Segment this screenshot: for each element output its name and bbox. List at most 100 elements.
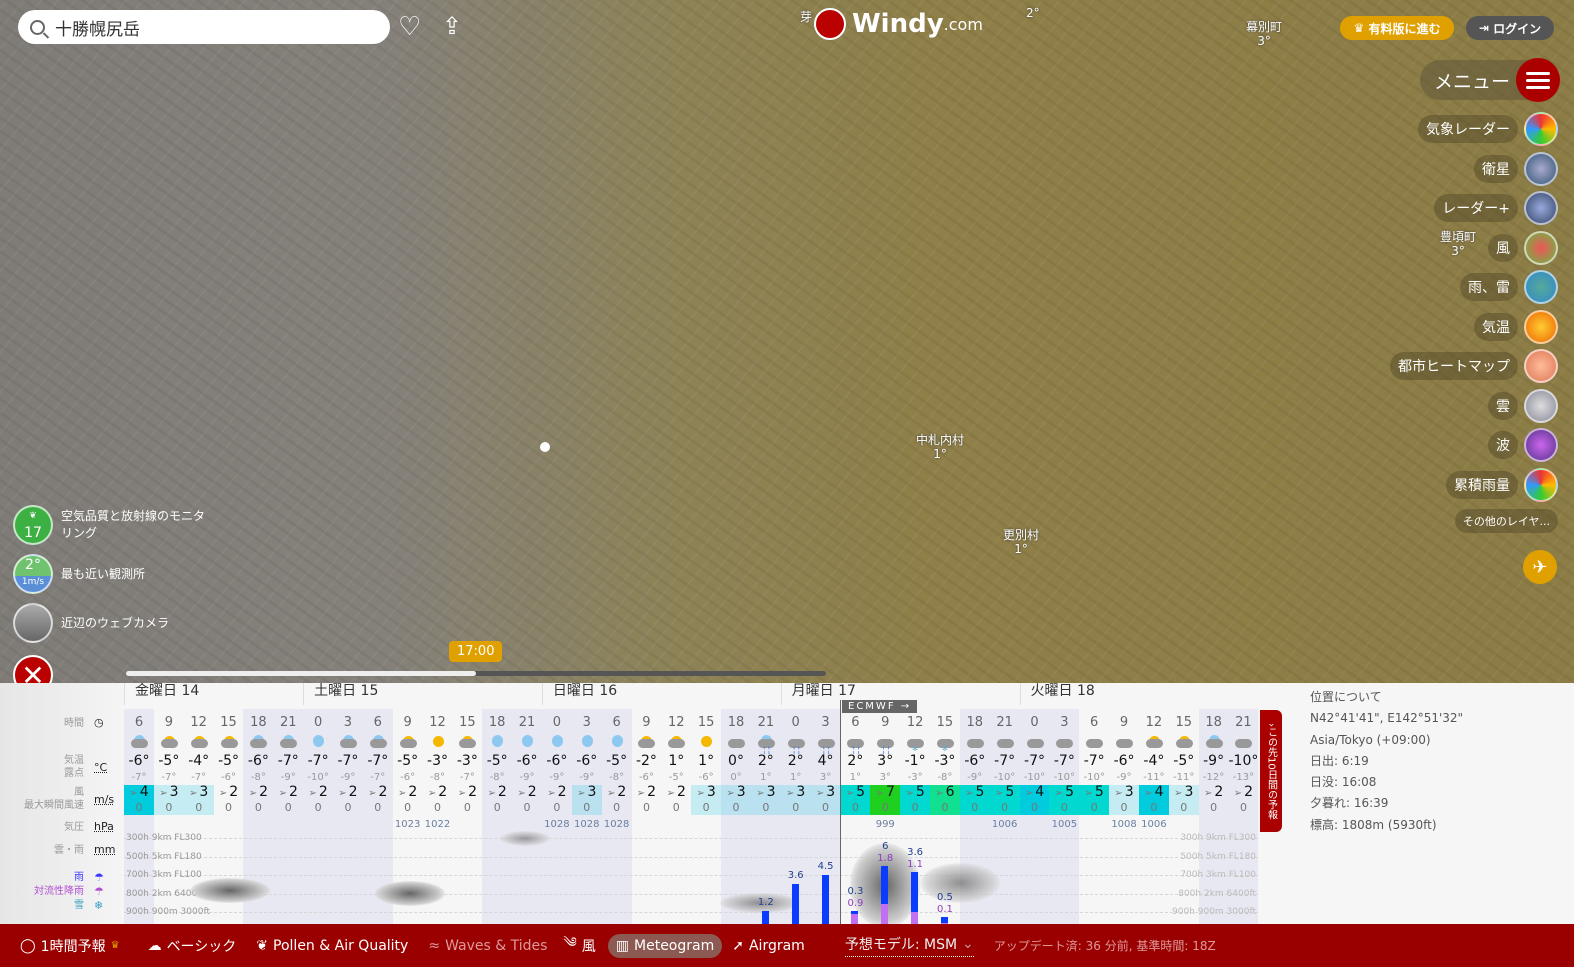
sun-cloud-icon (1175, 734, 1193, 750)
temperature: 4° (817, 753, 834, 769)
share-icon[interactable]: ⇪ (442, 12, 463, 40)
hour-label: 21 (757, 715, 775, 730)
layer-item[interactable]: その他のレイヤ... (1454, 505, 1558, 537)
layer-item[interactable]: 波 (1488, 428, 1558, 462)
layer-item[interactable]: 雲 (1488, 388, 1558, 423)
precip-convective-label: 0.9 (847, 897, 864, 909)
temperature: -4° (188, 753, 210, 769)
wind-arrow-icon: ➢ (994, 788, 1004, 799)
layer-item[interactable]: 風 (1488, 230, 1558, 265)
layer-item[interactable]: 都市ヒートマップ (1390, 349, 1558, 383)
rain-unit-toggle[interactable]: mm (94, 843, 116, 856)
toggle-icon: ◯ (20, 937, 36, 954)
wind-arrow-icon: ➢ (129, 788, 138, 799)
dew-point: -9° (519, 772, 535, 783)
pressure-unit-toggle[interactable]: hPa (94, 820, 114, 833)
dew-point: -6° (638, 772, 654, 783)
cloud-icon (1055, 734, 1074, 750)
layer-icon (1524, 349, 1558, 383)
login-button[interactable]: ⇥ ログイン (1466, 16, 1554, 40)
forecast-column: 21 -10° -13° ➢ 2 0 (1228, 709, 1259, 924)
air-quality-widget[interactable]: ❦ 17 空気品質と放射線のモニタリング (13, 505, 213, 545)
windy-logo[interactable]: Windy .com (814, 8, 983, 40)
layer-icon (1524, 428, 1558, 462)
airplane-icon[interactable]: ✈ (1523, 550, 1557, 584)
wind-arrow-icon: ➢ (1024, 788, 1034, 799)
moon-cloud-icon (249, 734, 268, 750)
pressure-value: 1005 (1051, 819, 1078, 830)
wind-gust: 0 (284, 801, 292, 814)
layer-item[interactable]: 累積雨量 (1446, 467, 1558, 502)
wind-cell: ➢ 2 0 (273, 785, 303, 815)
pollen-button[interactable]: ❦ Pollen & Air Quality (256, 937, 409, 954)
model-select[interactable]: 予想モデル: MSM ⌄ (844, 934, 974, 957)
cloud-icon (1026, 734, 1044, 750)
model-switch-badge[interactable]: ECMWF → (842, 700, 918, 713)
station-widget[interactable]: 2° 1m/s 最も近い観測所 (13, 554, 213, 594)
temperature: -5° (606, 753, 628, 769)
temperature: -5° (1173, 753, 1195, 769)
sun-cloud-icon (637, 734, 656, 750)
location-marker[interactable] (540, 442, 550, 452)
dew-point: 0° (730, 772, 742, 783)
wind-gust: 0 (1031, 801, 1038, 814)
search-input[interactable]: 十勝幌尻岳 (18, 10, 390, 44)
convective-icon: ☂ (94, 885, 104, 898)
airgram-icon: ➚ (732, 937, 744, 954)
menu-button[interactable]: メニュー (1420, 58, 1560, 102)
layer-item[interactable]: 気象レーダー (1418, 112, 1558, 146)
wind-speed: 3 (736, 784, 746, 800)
location-info: 位置について N42°41'41", E142°51'32" Asia/Toky… (1310, 687, 1463, 836)
forecast-column: 18 0° 0° ➢ 3 0 (721, 709, 751, 924)
waves-button[interactable]: ≈ Waves & Tides (428, 937, 548, 954)
webcam-widget[interactable]: 近辺のウェブカメラ (13, 603, 213, 643)
timeline-time[interactable]: 17:00 (449, 641, 503, 662)
layer-icon (1524, 230, 1558, 265)
wind-cell: ➢ 2 0 (393, 785, 423, 815)
layer-item[interactable]: 衛星 (1474, 151, 1558, 186)
hour-label: 3 (821, 715, 830, 730)
basic-button[interactable]: ☁ ベーシック (147, 937, 237, 955)
airgram-button[interactable]: ➚ Airgram (732, 937, 805, 954)
temperature: 3° (877, 753, 894, 769)
timeline-slider[interactable] (126, 671, 826, 676)
next-10-days-tab[interactable]: › この先10日間の予報 (1260, 710, 1282, 832)
temperature: -6° (128, 753, 150, 769)
wind-speed: 2 (647, 784, 657, 800)
heart-icon[interactable]: ♡ (398, 12, 422, 42)
chevron-down-icon: ⌄ (962, 936, 974, 952)
wind-speed: 3 (766, 784, 776, 800)
temp-unit-toggle[interactable]: °C (94, 761, 108, 774)
hour-label: 6 (134, 715, 144, 730)
layer-item[interactable]: レーダー+ (1434, 191, 1558, 225)
wind-speed: 2 (557, 784, 567, 800)
precip-bar (791, 884, 799, 924)
layer-item[interactable]: 気温 (1474, 309, 1558, 344)
premium-button[interactable]: ♛ 有料版に進む (1340, 16, 1454, 40)
dew-point: -6° (698, 772, 714, 783)
wind-gust: 0 (1180, 801, 1188, 814)
wind-gust: 0 (762, 801, 770, 814)
hour-label: 12 (668, 715, 685, 730)
map[interactable]: 十勝幌尻岳 ♡ ⇪ Windy .com ♛ 有料版に進む ⇥ ログイン メニュー… (0, 0, 1574, 683)
wind-cell: ➢ 2 0 (243, 785, 273, 815)
layer-item[interactable]: 雨、雷 (1460, 270, 1558, 304)
wind-gust: 0 (732, 801, 740, 814)
wind-unit-toggle[interactable]: m/s (94, 793, 115, 806)
altitude-level: 700h 3km FL100 700h 3km FL100 (124, 870, 1258, 880)
meteogram-button[interactable]: ▥ Meteogram (607, 933, 723, 958)
hourly-forecast-button[interactable]: ◯ 1時間予報 ♛ (20, 937, 120, 955)
dew-point: -8° (430, 772, 445, 783)
snow-icon: ✻ (906, 734, 925, 753)
hour-label: 0 (552, 715, 562, 730)
wind-cell: ➢ 2 0 (661, 785, 691, 815)
hour-label: 6 (851, 715, 860, 730)
hour-label: 3 (343, 715, 353, 730)
wind-arrow-icon: ➢ (1233, 788, 1243, 799)
altitude-level: 800h 2km 6400ft 800h 2km 6400ft (124, 889, 1258, 899)
wind-arrow-icon: ➢ (338, 788, 347, 799)
dew-point: -8° (250, 772, 266, 783)
layer-icon (1524, 270, 1558, 304)
dew-point: 1° (760, 772, 772, 783)
wind-button[interactable]: ༄ 風 (563, 926, 595, 966)
